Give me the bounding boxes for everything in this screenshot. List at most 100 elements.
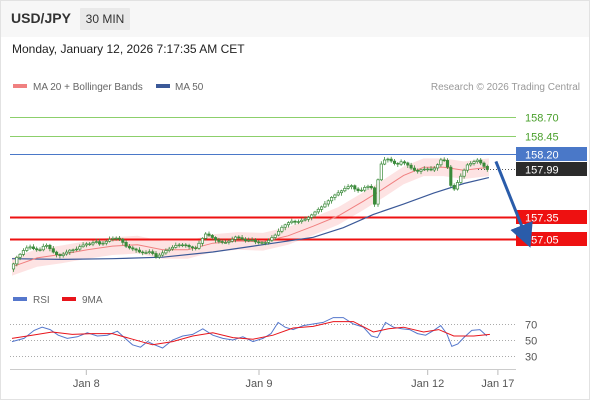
candle-body: [233, 236, 238, 240]
candle-body: [240, 237, 244, 240]
candle-body: [330, 197, 334, 202]
candle-body: [41, 245, 45, 251]
candle-body: [475, 159, 479, 162]
candle-body: [154, 253, 158, 258]
candle-body: [293, 220, 297, 223]
candle-body: [170, 246, 175, 250]
candle-body: [98, 241, 102, 245]
candle-body: [373, 187, 377, 205]
candle-body: [223, 242, 228, 244]
candle-body: [402, 161, 407, 164]
candle-body: [210, 235, 214, 238]
candle-body: [326, 200, 330, 205]
candle-body: [462, 169, 466, 177]
candle-body: [260, 242, 264, 244]
candle-body: [51, 248, 55, 253]
candle-body: [333, 194, 337, 198]
ma20-legend-swatch: [13, 84, 27, 88]
candle-body: [389, 158, 393, 162]
candle-body: [204, 233, 208, 239]
candle-body: [280, 226, 284, 232]
candle-body: [151, 251, 155, 254]
level-lines: [10, 117, 516, 241]
x-axis: Jan 8 Jan 9 Jan 12 Jan 17: [73, 370, 514, 390]
bollinger-band-fill: [12, 158, 489, 276]
support-label: 157.35: [525, 213, 559, 225]
candle-body: [243, 238, 247, 242]
candle-body: [416, 169, 420, 172]
candle-body: [379, 163, 383, 181]
candle-body: [197, 242, 201, 249]
candle-body: [31, 246, 35, 250]
candle-body: [399, 161, 403, 165]
timeframe-label: 30 MIN: [86, 12, 125, 26]
candle-body: [227, 240, 231, 243]
rsi-ma-line: [11, 321, 490, 346]
last-price-label: 157.99: [525, 165, 559, 177]
candle-body: [108, 239, 112, 242]
candle-body: [74, 248, 79, 251]
x-tick-label: Jan 9: [246, 378, 273, 390]
candle-body: [187, 245, 191, 248]
candle-body: [48, 244, 52, 250]
candle-body: [429, 168, 433, 171]
candle-body: [366, 185, 370, 188]
pivot-label-box: [516, 147, 587, 161]
candle-body: [253, 239, 257, 243]
candle-body: [449, 166, 453, 186]
candle-body: [220, 241, 224, 243]
candle-body: [88, 243, 92, 246]
candle-body: [392, 160, 397, 164]
candle-body: [167, 248, 171, 251]
candle-body: [124, 242, 128, 247]
candle-body: [180, 244, 185, 247]
candle-body: [28, 246, 32, 249]
candle-body: [174, 245, 178, 248]
support-label: 157.05: [525, 235, 559, 247]
pivot-label: 158.20: [525, 150, 559, 162]
candle-body: [134, 248, 138, 251]
candle-body: [161, 252, 165, 256]
candle-body: [359, 189, 363, 192]
candle-body: [64, 251, 69, 255]
candle-body: [101, 242, 105, 245]
candle-body: [442, 159, 446, 162]
candle-body: [406, 162, 410, 166]
candle-body: [409, 164, 413, 169]
candle-body: [78, 246, 82, 250]
candle-body: [58, 254, 62, 256]
resistance-label: 158.70: [525, 113, 559, 125]
candle-body: [313, 211, 317, 216]
candle-body: [320, 206, 324, 210]
candle-body: [141, 251, 145, 254]
candle-body: [356, 188, 360, 191]
candle-body: [157, 254, 161, 258]
rsi-tick-label: 70: [525, 320, 537, 332]
candle-body: [263, 242, 267, 244]
candle-body: [111, 238, 115, 240]
candles: [11, 156, 489, 272]
candle-body: [237, 236, 241, 239]
rsi-legend-label: RSI: [33, 295, 50, 306]
candle-body: [465, 164, 469, 171]
candle-body: [81, 244, 85, 248]
candle-body: [147, 251, 151, 254]
rsi-tick-label: 30: [525, 352, 537, 364]
candle-body: [127, 246, 132, 249]
candle-body: [455, 182, 460, 190]
ma50-legend-label: MA 50: [175, 82, 204, 93]
rsi-legend-swatch: [13, 297, 27, 301]
candle-body: [439, 159, 443, 166]
candle-body: [84, 243, 88, 246]
candle-body: [117, 237, 122, 240]
last-price-box: [516, 162, 587, 176]
rsi-panel: 70 50 30: [10, 317, 537, 364]
candle-body: [472, 161, 476, 164]
forecast-arrow-line: [494, 160, 533, 248]
candle-body: [11, 263, 16, 270]
candle-body: [267, 239, 271, 243]
candle-body: [369, 185, 373, 189]
candle-body: [144, 252, 148, 254]
candle-body: [286, 222, 291, 226]
candle-body: [422, 168, 426, 171]
